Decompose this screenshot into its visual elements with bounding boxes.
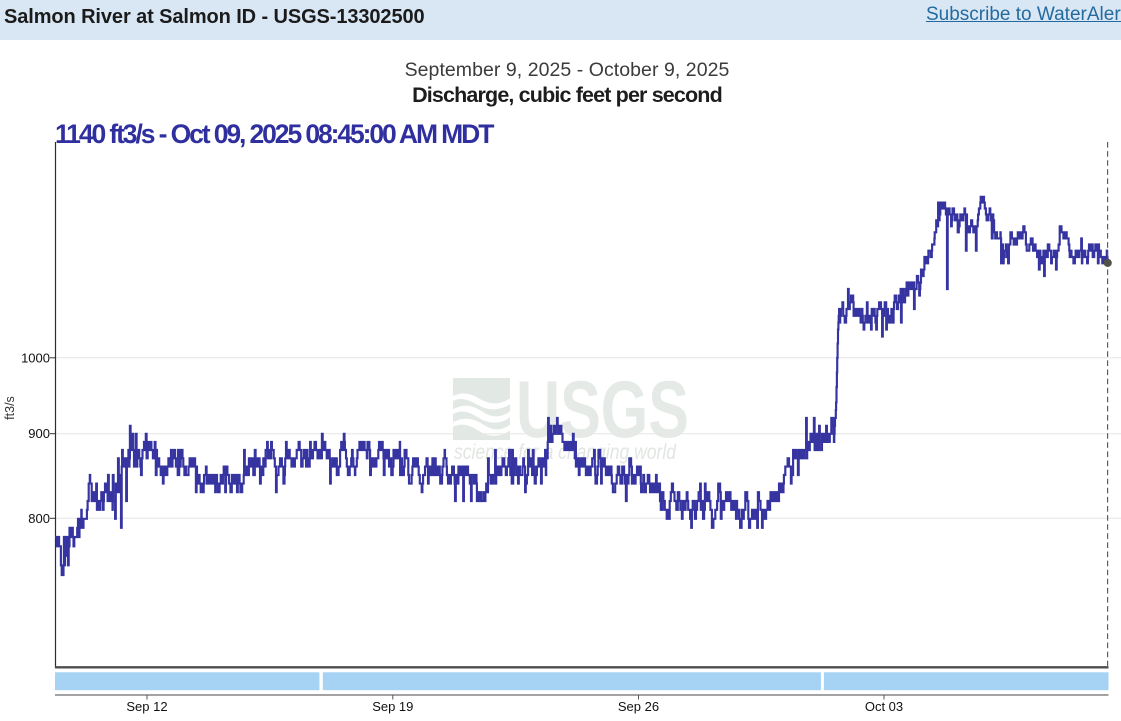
- svg-text:800: 800: [28, 511, 50, 526]
- svg-text:Sep 26: Sep 26: [618, 699, 659, 714]
- svg-text:Sep 19: Sep 19: [372, 699, 413, 714]
- svg-text:Oct 03: Oct 03: [865, 699, 903, 714]
- svg-text:Sep 12: Sep 12: [126, 699, 167, 714]
- svg-text:USGS: USGS: [516, 365, 689, 455]
- svg-text:1000: 1000: [21, 350, 50, 365]
- svg-text:900: 900: [28, 426, 50, 441]
- svg-text:ft3/s: ft3/s: [3, 396, 17, 420]
